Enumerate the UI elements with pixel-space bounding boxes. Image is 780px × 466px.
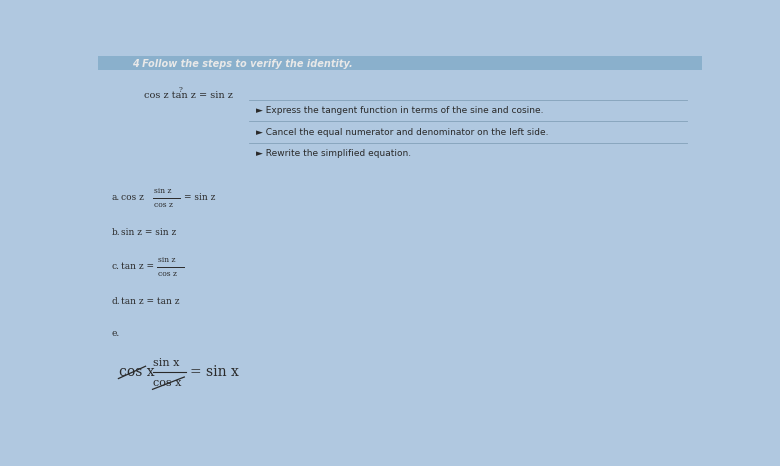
Text: cos x: cos x xyxy=(119,365,154,379)
Text: cos z: cos z xyxy=(158,270,177,278)
Text: = sin z: = sin z xyxy=(184,193,216,202)
Text: tan z =: tan z = xyxy=(121,262,154,271)
Text: c.: c. xyxy=(112,262,119,271)
Text: b.: b. xyxy=(112,228,120,237)
Text: 4 Follow the steps to verify the identity.: 4 Follow the steps to verify the identit… xyxy=(133,59,353,69)
Text: e.: e. xyxy=(112,329,119,338)
Text: tan z = tan z: tan z = tan z xyxy=(121,297,179,306)
Text: sin x: sin x xyxy=(154,358,179,368)
Text: ► Cancel the equal numerator and denominator on the left side.: ► Cancel the equal numerator and denomin… xyxy=(257,128,549,137)
Text: ► Rewrite the simplified equation.: ► Rewrite the simplified equation. xyxy=(257,149,412,158)
Text: cos z: cos z xyxy=(154,200,173,208)
Text: sin z = sin z: sin z = sin z xyxy=(121,228,176,237)
Text: cos z: cos z xyxy=(121,193,144,202)
Text: cos z tan z = sin z: cos z tan z = sin z xyxy=(144,91,233,100)
Bar xyxy=(98,56,702,70)
Text: cos x: cos x xyxy=(154,378,182,388)
Text: sin z: sin z xyxy=(154,187,172,195)
Text: = sin x: = sin x xyxy=(190,365,239,379)
Text: ?: ? xyxy=(179,86,183,94)
Text: ► Express the tangent function in terms of the sine and cosine.: ► Express the tangent function in terms … xyxy=(257,106,544,115)
Text: sin z: sin z xyxy=(158,256,176,264)
Text: a.: a. xyxy=(112,193,119,202)
Text: d.: d. xyxy=(112,297,120,306)
